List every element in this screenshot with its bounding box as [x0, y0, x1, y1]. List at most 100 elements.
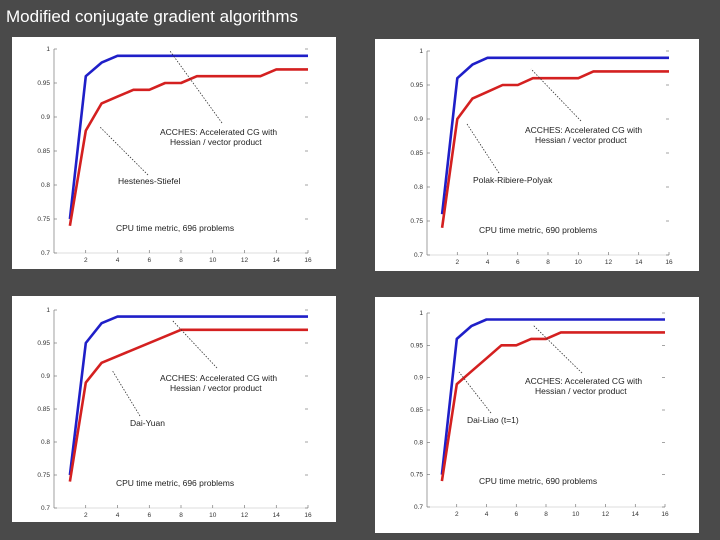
- x-tick-label: 4: [116, 512, 120, 519]
- cpu-time-metric-label: CPU time metric, 696 problems: [116, 478, 234, 488]
- series-line-accelerated: [440, 56, 669, 215]
- x-tick-label: 12: [605, 259, 613, 266]
- y-tick-label: 0.85: [410, 407, 423, 414]
- series-line-comparison: [68, 68, 308, 227]
- y-tick-label: 0.9: [414, 375, 423, 382]
- y-tick-label: 0.8: [41, 439, 50, 446]
- x-tick-label: 6: [516, 259, 520, 266]
- chart-svg: 1 0.95 0.9 0.85 0.8 0.75 0.7 2 4 6 8 10 12 14 16 ACCHES…: [410, 48, 673, 266]
- y-tick-label: 0.7: [414, 252, 423, 259]
- x-tick-label: 4: [486, 259, 490, 266]
- x-tick-label: 10: [209, 257, 217, 264]
- annotation-leader-accelerated: [169, 50, 223, 124]
- series-line-accelerated: [440, 318, 665, 475]
- cpu-time-metric-label: CPU time metric, 696 problems: [116, 223, 234, 233]
- x-tick-label: 6: [147, 257, 151, 264]
- x-tick-label: 8: [544, 511, 548, 518]
- cpu-time-metric-label: CPU time metric, 690 problems: [479, 476, 597, 486]
- chart-svg: 1 0.95 0.9 0.85 0.8 0.75 0.7 2 4 6 8 10 12 14 16 ACCHES…: [37, 46, 312, 264]
- annotation-accelerated-label: Hessian / vector product: [535, 135, 627, 145]
- y-tick-label: 0.8: [41, 182, 50, 189]
- y-tick-label: 0.7: [41, 250, 50, 257]
- annotation-accelerated-label: ACCHES: Accelerated CG with: [160, 373, 277, 383]
- chart-panel-polak-ribiere-polyak: 1 0.95 0.9 0.85 0.8 0.75 0.7 2 4 6 8 10 12 14 16 ACCHES…: [375, 39, 699, 271]
- annotation-accelerated-label: ACCHES: Accelerated CG with: [160, 127, 277, 137]
- y-tick-label: 0.75: [37, 216, 50, 223]
- annotation-accelerated-label: Hessian / vector product: [170, 383, 262, 393]
- x-tick-label: 6: [147, 512, 151, 519]
- series-line-comparison: [440, 331, 665, 482]
- x-tick-label: 14: [273, 257, 281, 264]
- x-tick-label: 10: [575, 259, 583, 266]
- slide-title: Modified conjugate gradient algorithms: [6, 7, 299, 26]
- annotation-leader-accelerated: [532, 324, 583, 374]
- annotation-comparison-label: Hestenes-Stiefel: [118, 176, 180, 186]
- x-tick-label: 12: [241, 257, 249, 264]
- y-tick-label: 0.95: [37, 80, 50, 87]
- annotation-leader-comparison: [99, 126, 149, 176]
- annotation-accelerated-label: Hessian / vector product: [170, 137, 262, 147]
- y-tick-label: 0.95: [410, 342, 423, 349]
- x-tick-label: 14: [273, 512, 281, 519]
- y-tick-label: 1: [419, 310, 423, 317]
- x-tick-label: 8: [179, 512, 183, 519]
- x-tick-label: 2: [84, 257, 88, 264]
- annotation-accelerated-label: ACCHES: Accelerated CG with: [525, 376, 642, 386]
- annotation-comparison-label: Dai-Liao (t=1): [467, 415, 519, 425]
- y-tick-label: 0.8: [414, 184, 423, 191]
- annotation-leader-comparison: [458, 371, 492, 414]
- annotation-comparison-label: Dai-Yuan: [130, 418, 165, 428]
- series-line-comparison: [68, 328, 308, 482]
- y-tick-label: 0.9: [41, 373, 50, 380]
- y-tick-label: 0.75: [410, 472, 423, 479]
- x-tick-label: 4: [116, 257, 120, 264]
- y-tick-label: 0.95: [37, 340, 50, 347]
- cpu-time-metric-label: CPU time metric, 690 problems: [479, 225, 597, 235]
- y-tick-label: 0.85: [410, 150, 423, 157]
- x-tick-label: 2: [455, 511, 459, 518]
- series-line-comparison: [440, 70, 669, 228]
- x-tick-label: 16: [661, 511, 669, 518]
- x-tick-label: 10: [572, 511, 580, 518]
- x-tick-label: 14: [632, 511, 640, 518]
- series-line-accelerated: [68, 54, 308, 220]
- x-tick-label: 16: [304, 257, 312, 264]
- y-tick-label: 0.9: [414, 116, 423, 123]
- y-tick-label: 0.85: [37, 148, 50, 155]
- y-tick-label: 0.95: [410, 82, 423, 89]
- x-tick-label: 6: [514, 511, 518, 518]
- y-tick-label: 1: [46, 307, 50, 314]
- series-line-accelerated: [68, 315, 308, 476]
- x-tick-label: 8: [179, 257, 183, 264]
- annotation-leader-accelerated: [530, 68, 582, 122]
- y-tick-label: 0.75: [410, 218, 423, 225]
- y-tick-label: 0.75: [37, 472, 50, 479]
- chart-panel-dai-liao: 1 0.95 0.9 0.85 0.8 0.75 0.7 2 4 6 8 10 12 14 16 ACCHES…: [375, 297, 699, 533]
- y-tick-label: 0.9: [41, 114, 50, 121]
- y-tick-label: 0.85: [37, 406, 50, 413]
- x-tick-label: 4: [485, 511, 489, 518]
- x-tick-label: 14: [635, 259, 643, 266]
- annotation-leader-accelerated: [171, 319, 218, 369]
- y-tick-label: 1: [419, 48, 423, 55]
- x-tick-label: 12: [241, 512, 249, 519]
- annotation-leader-comparison: [111, 369, 141, 417]
- chart-svg: 1 0.95 0.9 0.85 0.8 0.75 0.7 2 4 6 8 10 12 14 16 ACCHES…: [410, 310, 669, 518]
- x-tick-label: 8: [546, 259, 550, 266]
- chart-svg: 1 0.95 0.9 0.85 0.8 0.75 0.7 2 4 6 8 10 12 14 16 ACCHES…: [37, 307, 312, 519]
- x-tick-label: 16: [304, 512, 312, 519]
- annotation-comparison-label: Polak-Ribiere-Polyak: [473, 175, 553, 185]
- y-tick-label: 1: [46, 46, 50, 53]
- x-tick-label: 10: [209, 512, 217, 519]
- x-tick-label: 2: [84, 512, 88, 519]
- x-tick-label: 12: [602, 511, 610, 518]
- x-tick-label: 16: [665, 259, 673, 266]
- x-tick-label: 2: [455, 259, 459, 266]
- annotation-leader-comparison: [466, 123, 500, 174]
- annotation-accelerated-label: ACCHES: Accelerated CG with: [525, 125, 642, 135]
- chart-panel-dai-yuan: 1 0.95 0.9 0.85 0.8 0.75 0.7 2 4 6 8 10 12 14 16 ACCHES…: [12, 296, 336, 522]
- y-tick-label: 0.8: [414, 439, 423, 446]
- annotation-accelerated-label: Hessian / vector product: [535, 386, 627, 396]
- chart-panel-hestenes-stiefel: 1 0.95 0.9 0.85 0.8 0.75 0.7 2 4 6 8 10 12 14 16 ACCHES…: [12, 37, 336, 269]
- y-tick-label: 0.7: [414, 504, 423, 511]
